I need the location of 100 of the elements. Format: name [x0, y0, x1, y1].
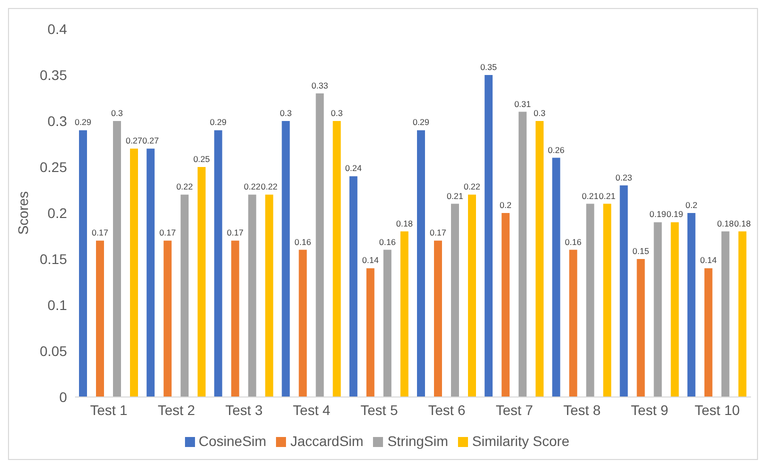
- bar: [164, 240, 172, 397]
- bar: [214, 130, 222, 397]
- x-tick-label: Test 7: [496, 402, 534, 418]
- data-label: 0.31: [514, 98, 532, 109]
- bar: [282, 121, 290, 397]
- data-label: 0.24: [345, 163, 362, 174]
- x-tick-label: Test 6: [428, 402, 466, 418]
- data-label: 0.3: [534, 108, 546, 118]
- bar: [400, 231, 408, 397]
- data-label: 0.14: [700, 255, 717, 266]
- y-tick-label: 0.1: [48, 296, 68, 313]
- legend-label: Similarity Score: [472, 433, 570, 449]
- data-label: 0.2: [685, 200, 698, 210]
- data-label: 0.18: [717, 218, 734, 228]
- bar: [536, 121, 544, 397]
- bar: [502, 213, 510, 397]
- data-label: 0.18: [396, 218, 413, 228]
- bar: [603, 204, 612, 397]
- bar: [130, 148, 138, 397]
- y-axis-title: Scores: [14, 191, 31, 235]
- bar: [96, 240, 104, 397]
- y-tick-label: 0.15: [40, 250, 68, 267]
- data-label: 0.2: [500, 200, 512, 210]
- y-tick-label: 0: [59, 388, 68, 405]
- data-label: 0.21: [598, 190, 616, 201]
- data-label: 0.21: [582, 190, 599, 201]
- data-label: 0.23: [616, 172, 632, 182]
- data-label: 0.27: [126, 136, 143, 146]
- bar: [316, 93, 324, 397]
- data-label: 0.17: [226, 228, 244, 238]
- bar: [332, 121, 341, 397]
- bar: [298, 250, 307, 397]
- bar: [586, 204, 594, 397]
- x-tick-label: Test 8: [563, 402, 601, 418]
- data-label: 0.25: [193, 154, 210, 164]
- bar: [569, 250, 578, 397]
- data-label: 0.33: [312, 80, 328, 90]
- data-label: 0.22: [244, 182, 261, 192]
- data-label: 0.35: [480, 62, 498, 72]
- data-label: 0.16: [564, 236, 582, 247]
- bar: [349, 176, 358, 397]
- data-label: 0.22: [464, 182, 481, 192]
- bar: [146, 148, 155, 397]
- bar: [180, 194, 189, 397]
- bar: [721, 231, 730, 397]
- data-label: 0.21: [446, 190, 464, 201]
- bar: [231, 240, 240, 397]
- x-tick-label: Test 9: [630, 402, 668, 418]
- data-label: 0.22: [176, 182, 194, 192]
- x-tick-label: Test 10: [694, 402, 740, 418]
- bar: [451, 204, 459, 397]
- data-label: 0.29: [74, 117, 92, 128]
- data-label: 0.19: [650, 209, 666, 220]
- bar: [552, 158, 560, 397]
- bar: [620, 185, 628, 397]
- data-label: 0.17: [159, 228, 176, 238]
- data-label: 0.19: [666, 209, 684, 220]
- bar: [434, 240, 442, 397]
- bar: [636, 259, 645, 397]
- data-label: 0.3: [280, 108, 292, 118]
- x-tick-label: Test 3: [225, 402, 263, 418]
- bar: [265, 194, 274, 397]
- bar: [366, 268, 374, 397]
- bar: [484, 75, 493, 397]
- data-label: 0.18: [734, 218, 751, 228]
- bar: [248, 194, 256, 397]
- bar: [468, 194, 476, 397]
- bar: [518, 112, 527, 397]
- data-label: 0.16: [379, 236, 396, 247]
- x-tick-label: Test 5: [360, 402, 398, 418]
- data-label: 0.29: [210, 117, 227, 128]
- data-label: 0.17: [92, 228, 109, 238]
- y-tick-label: 0.05: [40, 342, 68, 359]
- y-tick-label: 0.2: [48, 204, 68, 221]
- bar: [417, 130, 425, 397]
- x-tick-label: Test 2: [158, 402, 196, 418]
- legend-label: JaccardSim: [290, 433, 364, 449]
- bar: [198, 167, 206, 397]
- x-tick-label: Test 1: [90, 402, 128, 418]
- bar: [738, 231, 746, 397]
- bar: [687, 213, 696, 397]
- bar: [654, 222, 662, 397]
- data-label: 0.27: [142, 136, 160, 146]
- data-label: 0.3: [111, 108, 124, 118]
- data-label: 0.16: [294, 236, 312, 247]
- data-label: 0.26: [548, 144, 565, 155]
- bar: [704, 268, 712, 397]
- legend-label: StringSim: [387, 433, 448, 449]
- y-tick-label: 0.35: [40, 66, 68, 83]
- bar: [79, 130, 87, 397]
- bar: [383, 250, 392, 397]
- data-label: 0.29: [412, 117, 430, 128]
- data-label: 0.22: [260, 182, 278, 192]
- data-label: 0.14: [362, 255, 379, 266]
- x-tick-label: Test 4: [292, 402, 330, 418]
- bar: [670, 222, 679, 397]
- y-tick-label: 0.25: [40, 158, 68, 175]
- y-tick-label: 0.3: [48, 112, 68, 129]
- y-tick-label: 0.4: [48, 20, 68, 37]
- data-label: 0.3: [330, 108, 343, 118]
